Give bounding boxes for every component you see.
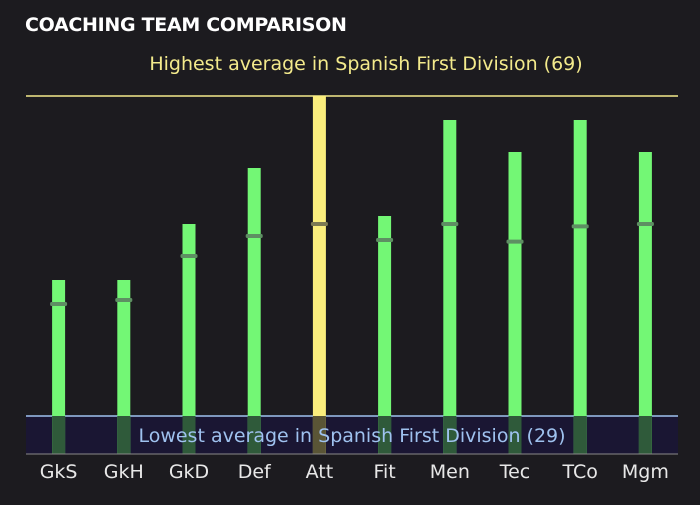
tick-label-def: Def bbox=[238, 461, 272, 483]
high-reference-label: Highest average in Spanish First Divisio… bbox=[149, 53, 582, 75]
average-marker-tec bbox=[506, 239, 524, 244]
x-tick-labels: GkS GkH GkD Def Att Fit Men Tec TCo Mgm bbox=[40, 461, 669, 483]
bar-band-overlap-mgm bbox=[638, 416, 652, 454]
tick-label-tec: Tec bbox=[499, 461, 531, 483]
average-marker-men bbox=[441, 222, 459, 226]
bar-fit bbox=[378, 216, 392, 454]
bars-group bbox=[52, 96, 652, 454]
bar-band-overlap-gkd bbox=[182, 416, 196, 454]
bar-band-overlap-men bbox=[443, 416, 457, 454]
bar-men bbox=[443, 120, 457, 454]
average-marker-gkh bbox=[115, 298, 133, 302]
bar-att bbox=[312, 96, 326, 454]
low-reference-label: Lowest average in Spanish First Division… bbox=[138, 425, 565, 447]
average-marker-mgm bbox=[636, 222, 654, 226]
average-marker-gks bbox=[50, 302, 68, 306]
average-marker-att bbox=[310, 222, 328, 226]
bar-band-overlap-fit bbox=[378, 416, 392, 454]
bar-band-overlap-tco bbox=[573, 416, 587, 454]
tick-label-gkh: GkH bbox=[104, 461, 144, 483]
bar-band-overlap-def bbox=[247, 416, 261, 454]
bar-gks bbox=[52, 280, 66, 454]
tick-label-att: Att bbox=[306, 461, 334, 483]
tick-label-gks: GkS bbox=[40, 461, 78, 483]
average-marker-def bbox=[245, 234, 263, 238]
bar-tec bbox=[508, 152, 522, 454]
bar-tco bbox=[573, 120, 587, 454]
bar-gkh bbox=[117, 280, 131, 454]
bar-def bbox=[247, 168, 261, 454]
tick-label-fit: Fit bbox=[373, 461, 395, 483]
tick-label-gkd: GkD bbox=[169, 461, 209, 483]
bar-band-overlap-gkh bbox=[117, 416, 131, 454]
bar-band-overlap-att bbox=[312, 416, 326, 454]
average-marker-gkd bbox=[180, 254, 198, 258]
low-band bbox=[26, 416, 678, 454]
tick-label-men: Men bbox=[430, 461, 470, 483]
bar-mgm bbox=[638, 152, 652, 454]
tick-label-tco: TCo bbox=[562, 461, 598, 483]
tick-label-mgm: Mgm bbox=[622, 461, 669, 483]
average-marker-fit bbox=[376, 238, 394, 242]
bar-band-overlap-gks bbox=[52, 416, 66, 454]
bar-gkd bbox=[182, 224, 196, 454]
average-marker-tco bbox=[571, 224, 589, 229]
average-markers-group bbox=[50, 222, 654, 306]
bar-band-overlap-tec bbox=[508, 416, 522, 454]
chart-title: COACHING TEAM COMPARISON bbox=[25, 14, 347, 36]
